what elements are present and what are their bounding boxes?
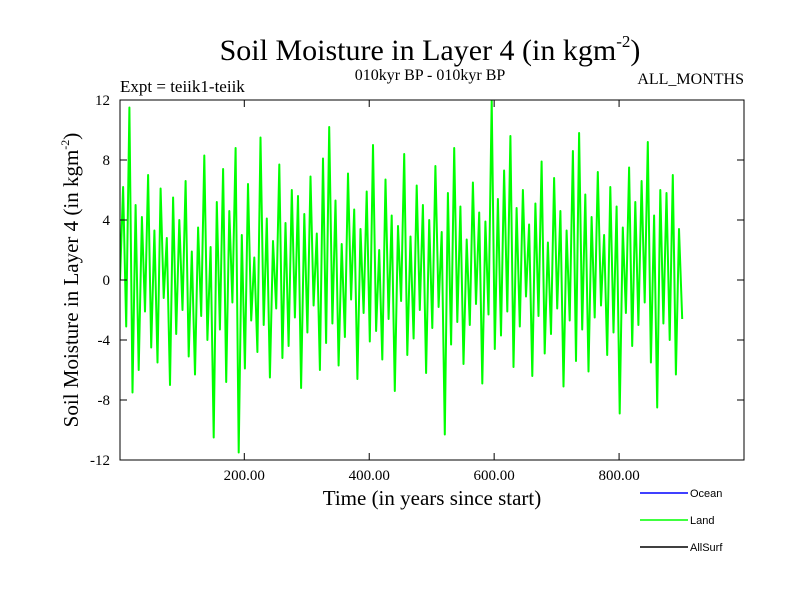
y-tick-label: 8 [103,153,111,169]
legend-label-allsurf: AllSurf [690,542,723,554]
y-tick-label: 4 [103,213,111,229]
legend-label-ocean: Ocean [690,488,722,500]
y-tick-label: 0 [103,273,111,289]
expt-label: Expt = teiik1-teiik [120,77,245,96]
legend-label-land: Land [690,515,714,527]
x-axis-label: Time (in years since start) [323,486,542,510]
series-line-land [120,100,684,454]
x-tick-label: 200.00 [224,468,265,484]
x-tick-label: 400.00 [349,468,390,484]
y-tick-label: 12 [95,93,110,109]
plot-area: 200.00 400.00 600.00 800.00 -12 -8 -4 0 4 8 12 [90,93,745,484]
period-label: 010kyr BP - 010kyr BP [355,67,506,84]
y-tick-label: -12 [90,453,110,469]
y-tick-label: -4 [98,333,111,349]
months-label: ALL_MONTHS [637,71,744,88]
legend: Ocean Land AllSurf [640,488,723,554]
y-axis-label: Soil Moisture in Layer 4 (in kgm-2) [58,133,83,428]
x-tick-label: 800.00 [598,468,639,484]
ticks-layer: 200.00 400.00 600.00 800.00 -12 -8 -4 0 4 8 12 [90,93,744,484]
y-axis-label-superscript: -2 [58,140,72,150]
chart-title: Soil Moisture in Layer 4 (in kgm-2) [220,32,641,67]
x-tick-label: 600.00 [474,468,515,484]
series-layer [120,100,684,454]
y-tick-label: -8 [98,393,111,409]
chart-title-superscript: -2 [616,32,630,51]
